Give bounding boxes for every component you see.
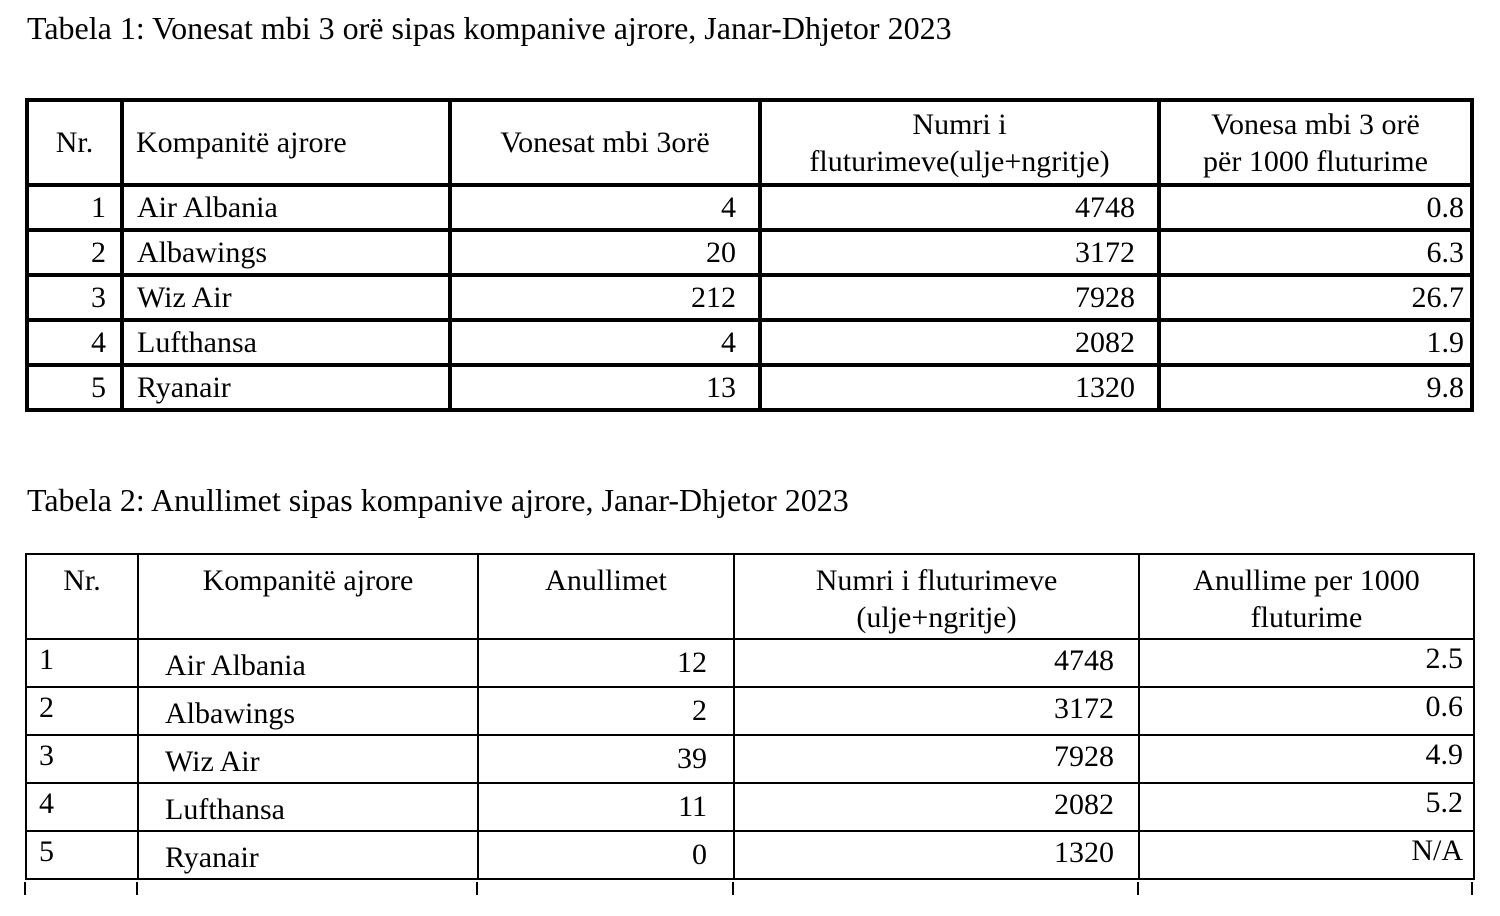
cell-company: Wiz Air xyxy=(137,734,479,784)
table2-header-per1000: Anullime per 1000 fluturime xyxy=(1138,553,1475,640)
cell-nr: 3 xyxy=(25,273,124,322)
cell-delays: 13 xyxy=(448,363,762,412)
cell-company: Albawings xyxy=(137,686,479,736)
cell-per1000: 1.9 xyxy=(1157,318,1474,367)
header-line: fluturime xyxy=(1250,601,1363,634)
cell-flights: 3172 xyxy=(733,686,1140,736)
table2-header-nr: Nr. xyxy=(25,553,139,640)
table-row: 5 Ryanair 0 1320 N/A xyxy=(25,830,1475,880)
table1-header-flights: Numri i fluturimeve(ulje+ngritje) xyxy=(758,98,1161,187)
table-border-stub xyxy=(476,882,478,895)
header-line: Kompanitë ajrore xyxy=(202,564,414,597)
table-row: 1 Air Albania 12 4748 2.5 xyxy=(25,638,1475,688)
cell-per1000: 2.5 xyxy=(1138,638,1475,688)
header-line: Anullimet xyxy=(545,564,667,597)
cell-nr: 2 xyxy=(25,228,124,277)
cell-company: Ryanair xyxy=(120,363,452,412)
cell-per1000: N/A xyxy=(1138,830,1475,880)
cell-cancellations: 2 xyxy=(477,686,735,736)
cell-company: Lufthansa xyxy=(137,782,479,832)
cell-nr: 5 xyxy=(25,830,139,880)
table2-header-row: Nr. Kompanitë ajrore Anullimet Numri i f… xyxy=(25,553,1475,640)
cell-delays: 20 xyxy=(448,228,762,277)
header-line: Nr. xyxy=(55,126,94,159)
table1-header-per1000: Vonesa mbi 3 orë për 1000 fluturime xyxy=(1157,98,1474,187)
table-border-stub xyxy=(136,882,138,895)
table-row: 1 Air Albania 4 4748 0.8 xyxy=(25,183,1474,232)
cell-nr: 3 xyxy=(25,734,139,784)
cell-per1000: 0.6 xyxy=(1138,686,1475,736)
cell-company: Air Albania xyxy=(120,183,452,232)
table1-header-delays: Vonesat mbi 3orë xyxy=(448,98,762,187)
header-line: (ulje+ngritje) xyxy=(856,601,1017,634)
table-row: 4 Lufthansa 11 2082 5.2 xyxy=(25,782,1475,832)
table1-header-company: Kompanitë ajrore xyxy=(120,98,452,187)
cell-delays: 4 xyxy=(448,318,762,367)
cell-cancellations: 0 xyxy=(477,830,735,880)
cell-nr: 2 xyxy=(25,686,139,736)
table1-header-nr: Nr. xyxy=(25,98,124,187)
cell-company: Ryanair xyxy=(137,830,479,880)
table2-header-flights: Numri i fluturimeve (ulje+ngritje) xyxy=(733,553,1140,640)
cell-per1000: 9.8 xyxy=(1157,363,1474,412)
table-row: 2 Albawings 2 3172 0.6 xyxy=(25,686,1475,736)
cell-nr: 1 xyxy=(25,638,139,688)
cell-flights: 4748 xyxy=(733,638,1140,688)
header-line: për 1000 fluturime xyxy=(1203,144,1428,178)
table1-header-row: Nr. Kompanitë ajrore Vonesat mbi 3orë Nu… xyxy=(25,98,1474,187)
table-border-stub xyxy=(1471,882,1473,895)
cell-nr: 5 xyxy=(25,363,124,412)
table-border-stub xyxy=(1137,882,1139,895)
cell-nr: 4 xyxy=(25,318,124,367)
cell-flights: 7928 xyxy=(733,734,1140,784)
header-line: Numri i fluturimeve xyxy=(815,564,1058,597)
cell-per1000: 0.8 xyxy=(1157,183,1474,232)
cell-nr: 4 xyxy=(25,782,139,832)
cell-nr: 1 xyxy=(25,183,124,232)
table-row: 3 Wiz Air 212 7928 26.7 xyxy=(25,273,1474,322)
cell-company: Albawings xyxy=(120,228,452,277)
cell-delays: 212 xyxy=(448,273,762,322)
table2-header-cancellations: Anullimet xyxy=(477,553,735,640)
cell-per1000: 4.9 xyxy=(1138,734,1475,784)
cell-company: Lufthansa xyxy=(120,318,452,367)
cell-company: Air Albania xyxy=(137,638,479,688)
table-border-stub xyxy=(24,882,26,895)
header-line: Kompanitë ajrore xyxy=(136,126,347,159)
table2-cancellations: Nr. Kompanitë ajrore Anullimet Numri i f… xyxy=(25,553,1475,880)
cell-flights: 7928 xyxy=(758,273,1161,322)
table2-header-company: Kompanitë ajrore xyxy=(137,553,479,640)
cell-flights: 1320 xyxy=(733,830,1140,880)
cell-delays: 4 xyxy=(448,183,762,232)
table-row: 3 Wiz Air 39 7928 4.9 xyxy=(25,734,1475,784)
cell-per1000: 26.7 xyxy=(1157,273,1474,322)
cell-flights: 3172 xyxy=(758,228,1161,277)
header-line: Vonesa mbi 3 orë xyxy=(1211,107,1420,141)
cell-per1000: 6.3 xyxy=(1157,228,1474,277)
table1-title: Tabela 1: Vonesat mbi 3 orë sipas kompan… xyxy=(27,10,952,46)
table-border-stub xyxy=(732,882,734,895)
cell-per1000: 5.2 xyxy=(1138,782,1475,832)
cell-cancellations: 11 xyxy=(477,782,735,832)
header-line: Anullime per 1000 xyxy=(1193,564,1420,597)
header-line: fluturimeve(ulje+ngritje) xyxy=(809,144,1110,178)
table-row: 4 Lufthansa 4 2082 1.9 xyxy=(25,318,1474,367)
cell-flights: 2082 xyxy=(733,782,1140,832)
table1-delays: Nr. Kompanitë ajrore Vonesat mbi 3orë Nu… xyxy=(25,98,1474,412)
cell-flights: 4748 xyxy=(758,183,1161,232)
header-line: Vonesat mbi 3orë xyxy=(500,126,710,159)
header-line: Nr. xyxy=(63,564,101,597)
header-line: Numri i xyxy=(912,107,1007,141)
cell-company: Wiz Air xyxy=(120,273,452,322)
table2-title: Tabela 2: Anullimet sipas kompanive ajro… xyxy=(27,482,849,518)
cell-cancellations: 39 xyxy=(477,734,735,784)
table-row: 2 Albawings 20 3172 6.3 xyxy=(25,228,1474,277)
table-row: 5 Ryanair 13 1320 9.8 xyxy=(25,363,1474,412)
cell-cancellations: 12 xyxy=(477,638,735,688)
cell-flights: 1320 xyxy=(758,363,1161,412)
cell-flights: 2082 xyxy=(758,318,1161,367)
